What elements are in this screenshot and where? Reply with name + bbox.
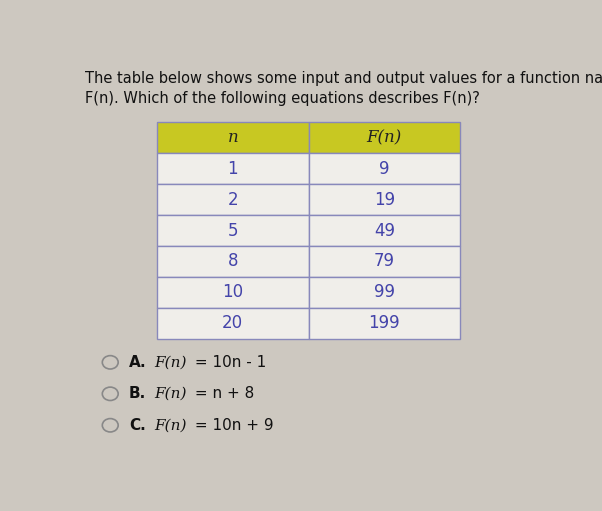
Text: 1: 1: [228, 159, 238, 178]
Bar: [308, 277, 460, 308]
Bar: [308, 153, 460, 184]
Bar: [157, 153, 308, 184]
Text: A.: A.: [129, 355, 146, 370]
Bar: [157, 308, 308, 339]
Text: 99: 99: [374, 283, 395, 301]
Text: F(n). Which of the following equations describes F(n)?: F(n). Which of the following equations d…: [84, 91, 479, 106]
Text: 49: 49: [374, 221, 395, 240]
Bar: [308, 215, 460, 246]
Text: 5: 5: [228, 221, 238, 240]
Bar: [308, 308, 460, 339]
Text: 9: 9: [379, 159, 389, 178]
Bar: [308, 184, 460, 215]
Text: = 10n - 1: = 10n - 1: [190, 355, 266, 370]
Text: 10: 10: [222, 283, 243, 301]
Text: 2: 2: [228, 191, 238, 208]
Text: = n + 8: = n + 8: [190, 386, 254, 401]
Text: The table below shows some input and output values for a function named: The table below shows some input and out…: [84, 71, 602, 86]
Text: F(n): F(n): [155, 419, 187, 432]
Bar: [157, 215, 308, 246]
Text: C.: C.: [129, 418, 146, 433]
Bar: [157, 122, 308, 153]
Text: 20: 20: [222, 314, 243, 332]
Text: F(n): F(n): [155, 355, 187, 369]
Text: 8: 8: [228, 252, 238, 270]
Text: n: n: [228, 129, 238, 146]
Text: F(n): F(n): [367, 129, 402, 146]
Bar: [157, 246, 308, 277]
Bar: [157, 277, 308, 308]
Bar: [308, 246, 460, 277]
Text: 19: 19: [374, 191, 395, 208]
Text: 199: 199: [368, 314, 400, 332]
Text: 79: 79: [374, 252, 395, 270]
Text: F(n): F(n): [155, 387, 187, 401]
Text: = 10n + 9: = 10n + 9: [190, 418, 273, 433]
Text: B.: B.: [129, 386, 146, 401]
Bar: [157, 184, 308, 215]
Bar: [308, 122, 460, 153]
